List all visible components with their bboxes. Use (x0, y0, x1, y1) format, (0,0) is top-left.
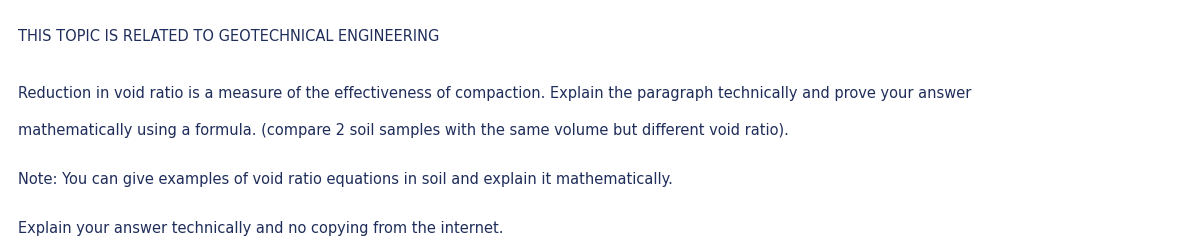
Text: Explain your answer technically and no copying from the internet.: Explain your answer technically and no c… (18, 220, 504, 235)
Text: Note: You can give examples of void ratio equations in soil and explain it mathe: Note: You can give examples of void rati… (18, 172, 673, 186)
Text: THIS TOPIC IS RELATED TO GEOTECHNICAL ENGINEERING: THIS TOPIC IS RELATED TO GEOTECHNICAL EN… (18, 29, 439, 44)
Text: mathematically using a formula. (compare 2 soil samples with the same volume but: mathematically using a formula. (compare… (18, 122, 788, 137)
Text: Reduction in void ratio is a measure of the effectiveness of compaction. Explain: Reduction in void ratio is a measure of … (18, 86, 971, 101)
